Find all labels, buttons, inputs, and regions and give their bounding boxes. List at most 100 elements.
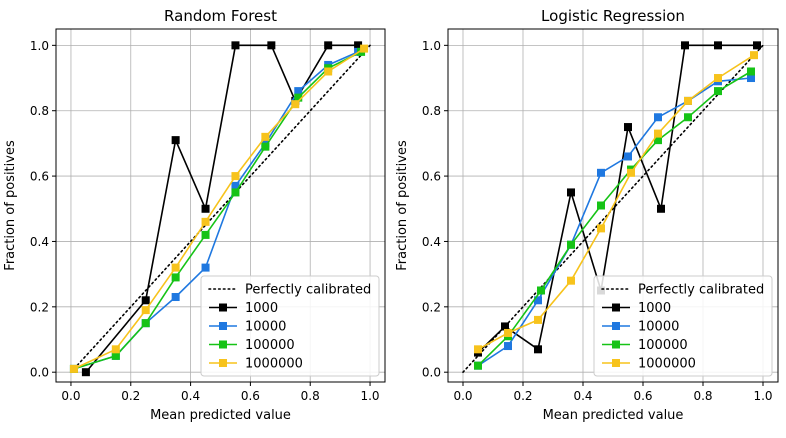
data-point-1000000 xyxy=(231,172,240,181)
data-point-1000 xyxy=(567,188,575,197)
data-point-100000 xyxy=(294,93,303,102)
legend-label: 1000000 xyxy=(245,357,303,372)
data-point-1000 xyxy=(624,123,632,132)
data-point-100000 xyxy=(474,361,482,370)
y-tick-label: 0.8 xyxy=(30,104,49,118)
x-axis-label: Mean predicted value xyxy=(543,408,684,423)
data-point-1000 xyxy=(231,41,240,50)
data-point-100000 xyxy=(714,87,722,96)
legend-label: 10000 xyxy=(245,320,286,335)
data-point-100000 xyxy=(654,136,662,145)
chart-panel-1: 0.0 0.2 0.4 0.6 0.8 1.0 0.0 0.2 0.4 0.6 0.8 1.0 Rand… xyxy=(3,7,386,423)
data-point-1000 xyxy=(141,296,150,305)
legend-marker-10000 xyxy=(612,322,620,330)
x-tick-label: 0.0 xyxy=(61,389,80,403)
data-point-1000000 xyxy=(69,364,78,373)
data-point-1000 xyxy=(267,41,276,50)
y-tick-label: 0.8 xyxy=(422,104,441,118)
legend-marker-1000 xyxy=(219,303,227,312)
legend-label: 100000 xyxy=(245,338,295,353)
legend: Perfectly calibrated 1000 10000 100000 10000… xyxy=(200,275,380,377)
data-point-1000000 xyxy=(291,100,300,109)
data-point-1000 xyxy=(81,368,90,377)
data-point-1000000 xyxy=(534,315,542,324)
legend-box xyxy=(593,275,773,377)
x-tick-label: 0.6 xyxy=(633,389,652,403)
data-point-1000000 xyxy=(261,132,270,141)
data-point-1000 xyxy=(201,204,210,213)
data-point-1000 xyxy=(324,41,333,50)
y-tick-label: 0.2 xyxy=(422,300,441,314)
data-point-1000 xyxy=(171,136,180,145)
series-line-1000000 xyxy=(73,47,365,370)
perfectly-calibrated-line xyxy=(70,44,371,373)
legend-marker-1000000 xyxy=(219,359,227,367)
data-point-10000 xyxy=(171,293,180,302)
x-tick-label: 0.6 xyxy=(241,389,260,403)
legend-label: Perfectly calibrated xyxy=(638,283,764,298)
legend-label: 10000 xyxy=(638,320,679,335)
data-point-1000000 xyxy=(504,328,512,337)
data-point-1000 xyxy=(354,41,363,50)
series-line-100000 xyxy=(477,70,752,367)
legend-marker-10000 xyxy=(219,322,227,330)
axes-frame xyxy=(55,28,386,383)
x-tick-label: 1.0 xyxy=(753,389,772,403)
data-point-1000000 xyxy=(360,44,369,53)
series-line-100000 xyxy=(73,51,362,370)
data-point-10000 xyxy=(294,87,303,96)
data-point-10000 xyxy=(597,168,605,177)
x-tick-label: 0.8 xyxy=(693,389,712,403)
legend-label: 1000 xyxy=(638,301,671,316)
x-tick-label: 0.4 xyxy=(181,389,200,403)
data-point-1000000 xyxy=(201,217,210,226)
chart-title: Random Forest xyxy=(164,7,277,25)
data-point-10000 xyxy=(201,263,210,272)
x-tick-label: 0.8 xyxy=(301,389,320,403)
data-point-1000 xyxy=(714,41,722,50)
data-point-1000 xyxy=(534,345,542,354)
legend-marker-100000 xyxy=(219,340,227,349)
data-point-100000 xyxy=(684,113,692,122)
x-tick-label: 0.4 xyxy=(573,389,592,403)
axes-frame xyxy=(447,28,779,383)
y-tick-label: 0.2 xyxy=(30,300,49,314)
data-point-1000 xyxy=(501,322,509,331)
data-point-100000 xyxy=(171,273,180,282)
y-axis-label: Fraction of positives xyxy=(395,140,410,271)
y-tick-label: 0.0 xyxy=(30,366,49,380)
series-line-1000000 xyxy=(477,54,755,351)
y-tick-label: 1.0 xyxy=(422,39,441,53)
legend-label: 100000 xyxy=(638,338,688,353)
data-point-10000 xyxy=(534,296,542,305)
data-point-100000 xyxy=(111,351,120,360)
data-point-100000 xyxy=(597,201,605,210)
data-point-1000 xyxy=(681,41,689,50)
data-point-100000 xyxy=(567,240,575,249)
data-point-1000000 xyxy=(324,67,333,76)
legend: Perfectly calibrated 1000 10000 100000 10000… xyxy=(593,275,773,377)
data-point-1000000 xyxy=(750,51,758,60)
y-tick-label: 1.0 xyxy=(30,39,49,53)
y-tick-label: 0.6 xyxy=(422,170,441,184)
legend-box xyxy=(200,275,380,377)
series-line-10000 xyxy=(477,77,752,367)
data-point-1000000 xyxy=(627,168,635,177)
data-point-100000 xyxy=(747,67,755,76)
data-point-10000 xyxy=(747,74,755,83)
data-point-10000 xyxy=(624,152,632,161)
x-tick-label: 0.0 xyxy=(453,389,472,403)
data-point-10000 xyxy=(504,342,512,351)
x-tick-label: 0.2 xyxy=(121,389,140,403)
y-tick-label: 0.4 xyxy=(30,235,49,249)
data-point-100000 xyxy=(261,142,270,151)
data-point-1000000 xyxy=(567,276,575,285)
x-tick-label: 1.0 xyxy=(360,389,379,403)
y-tick-label: 0.0 xyxy=(422,366,441,380)
data-point-100000 xyxy=(537,286,545,295)
x-tick-label: 0.2 xyxy=(513,389,532,403)
y-tick-label: 0.6 xyxy=(30,170,49,184)
x-axis-label: Mean predicted value xyxy=(150,408,291,423)
